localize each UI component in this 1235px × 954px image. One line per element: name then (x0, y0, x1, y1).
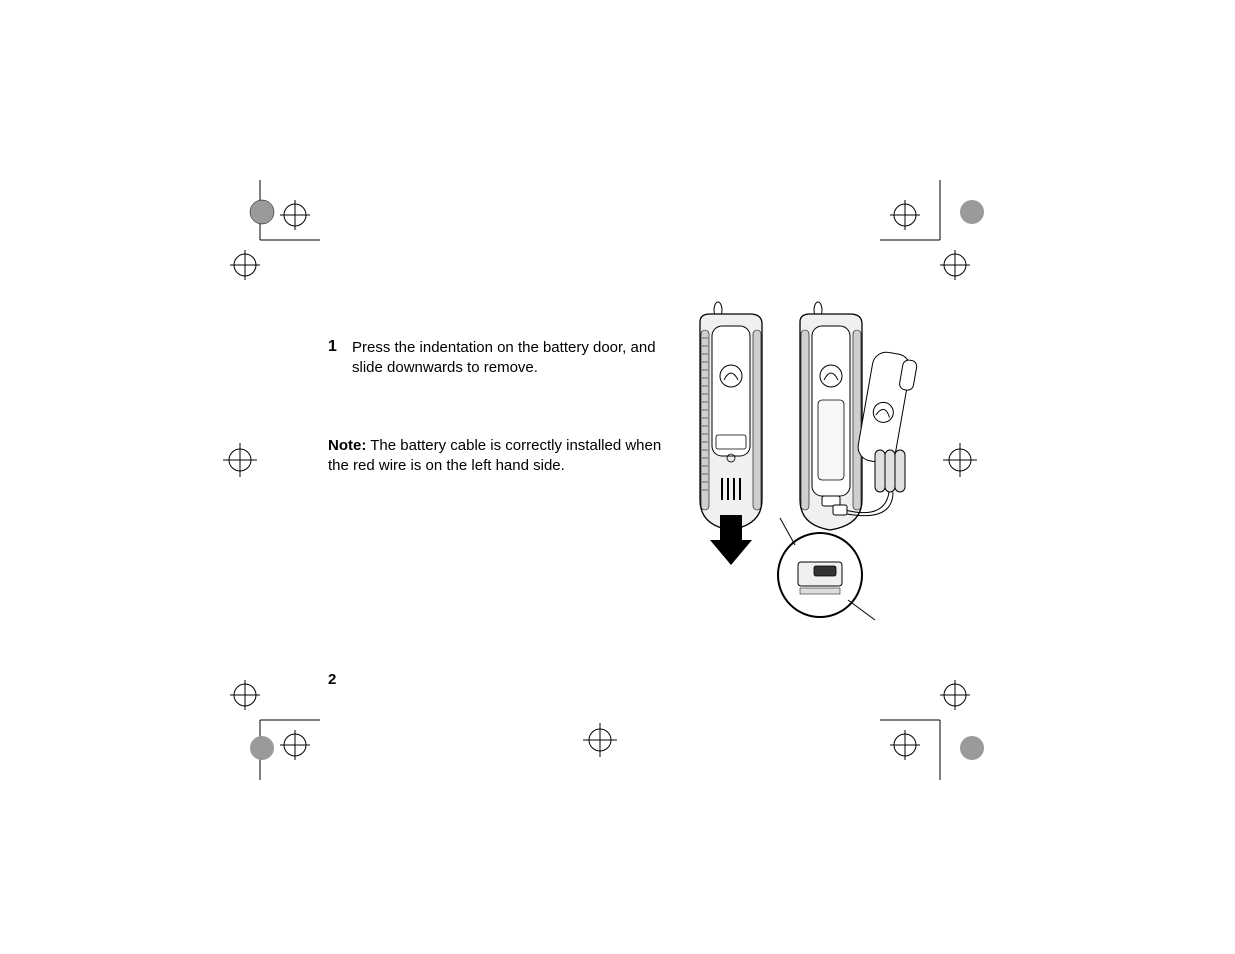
cropmark-bl (200, 660, 320, 780)
note-block: Note: The battery cable is correctly ins… (328, 436, 672, 477)
handset-left (700, 302, 762, 565)
phone-illustration (680, 300, 960, 630)
page-root: 1 Press the indentation on the battery d… (0, 0, 1235, 954)
cropmark-tl (200, 180, 320, 300)
handset-right (800, 302, 862, 530)
battery-door-piece (856, 350, 918, 466)
page-number: 2 (328, 670, 336, 690)
step-number: 1 (328, 338, 337, 356)
step-text: Press the indentation on the battery doo… (352, 338, 672, 379)
note-label: Note: (328, 437, 366, 454)
cropmark-left-mid (215, 435, 265, 485)
cropmark-tr (880, 180, 1000, 300)
note-text: The battery cable is correctly installed… (328, 437, 661, 474)
detail-callout (778, 518, 875, 620)
cropmark-br (880, 660, 1000, 780)
cropmark-bottom-center (575, 715, 625, 765)
